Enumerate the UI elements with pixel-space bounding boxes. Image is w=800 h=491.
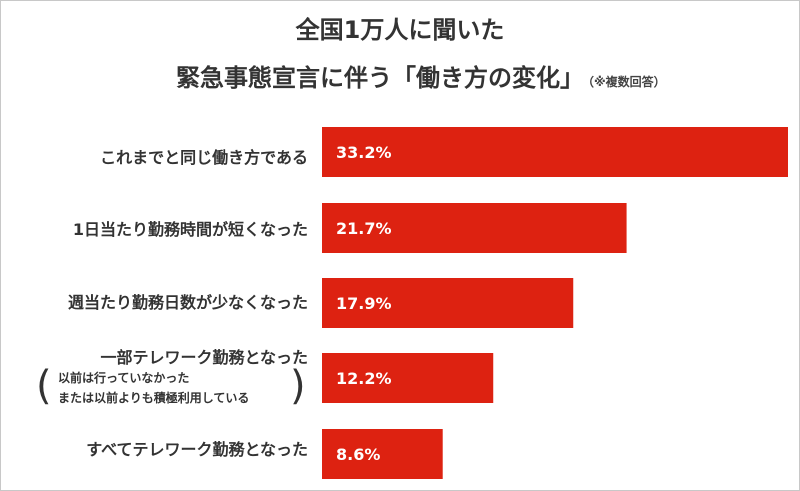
category-sub-3-line2: または以前よりも積極利用している bbox=[58, 391, 250, 405]
bar-3 bbox=[322, 353, 494, 403]
category-label-0: これまでと同じ働き方である bbox=[100, 148, 308, 167]
chart-title-line1: 全国1万人に聞いた bbox=[295, 16, 505, 44]
chart-title-line2: 緊急事態宣言に伴う「働き方の変化」 （※複数回答） bbox=[176, 58, 666, 93]
chart-title-line2-text: 緊急事態宣言に伴う「働き方の変化」 bbox=[176, 64, 584, 92]
open-paren: ( bbox=[36, 363, 52, 409]
category-label-4: すべてテレワーク勤務となった bbox=[86, 440, 308, 459]
bar-2 bbox=[322, 278, 574, 328]
bar-0 bbox=[322, 127, 788, 177]
bar-1 bbox=[322, 203, 627, 253]
close-paren: ) bbox=[290, 363, 306, 409]
bar-value-label-0: 33.2% bbox=[336, 143, 392, 162]
category-label-2: 週当たり勤務日数が少なくなった bbox=[67, 293, 308, 312]
bar-value-label-2: 17.9% bbox=[336, 294, 392, 313]
bar-value-label-1: 21.7% bbox=[336, 219, 392, 238]
bar-4 bbox=[322, 429, 443, 479]
category-sub-3-line1: 以前は行っていなかった bbox=[58, 371, 190, 385]
bar-value-label-4: 8.6% bbox=[336, 445, 380, 464]
chart-title-note: （※複数回答） bbox=[588, 75, 666, 89]
bar-value-label-3: 12.2% bbox=[336, 369, 392, 388]
category-label-1: 1日当たり勤務時間が短くなった bbox=[72, 220, 308, 239]
category-label-3: 一部テレワーク勤務となった bbox=[100, 348, 308, 367]
